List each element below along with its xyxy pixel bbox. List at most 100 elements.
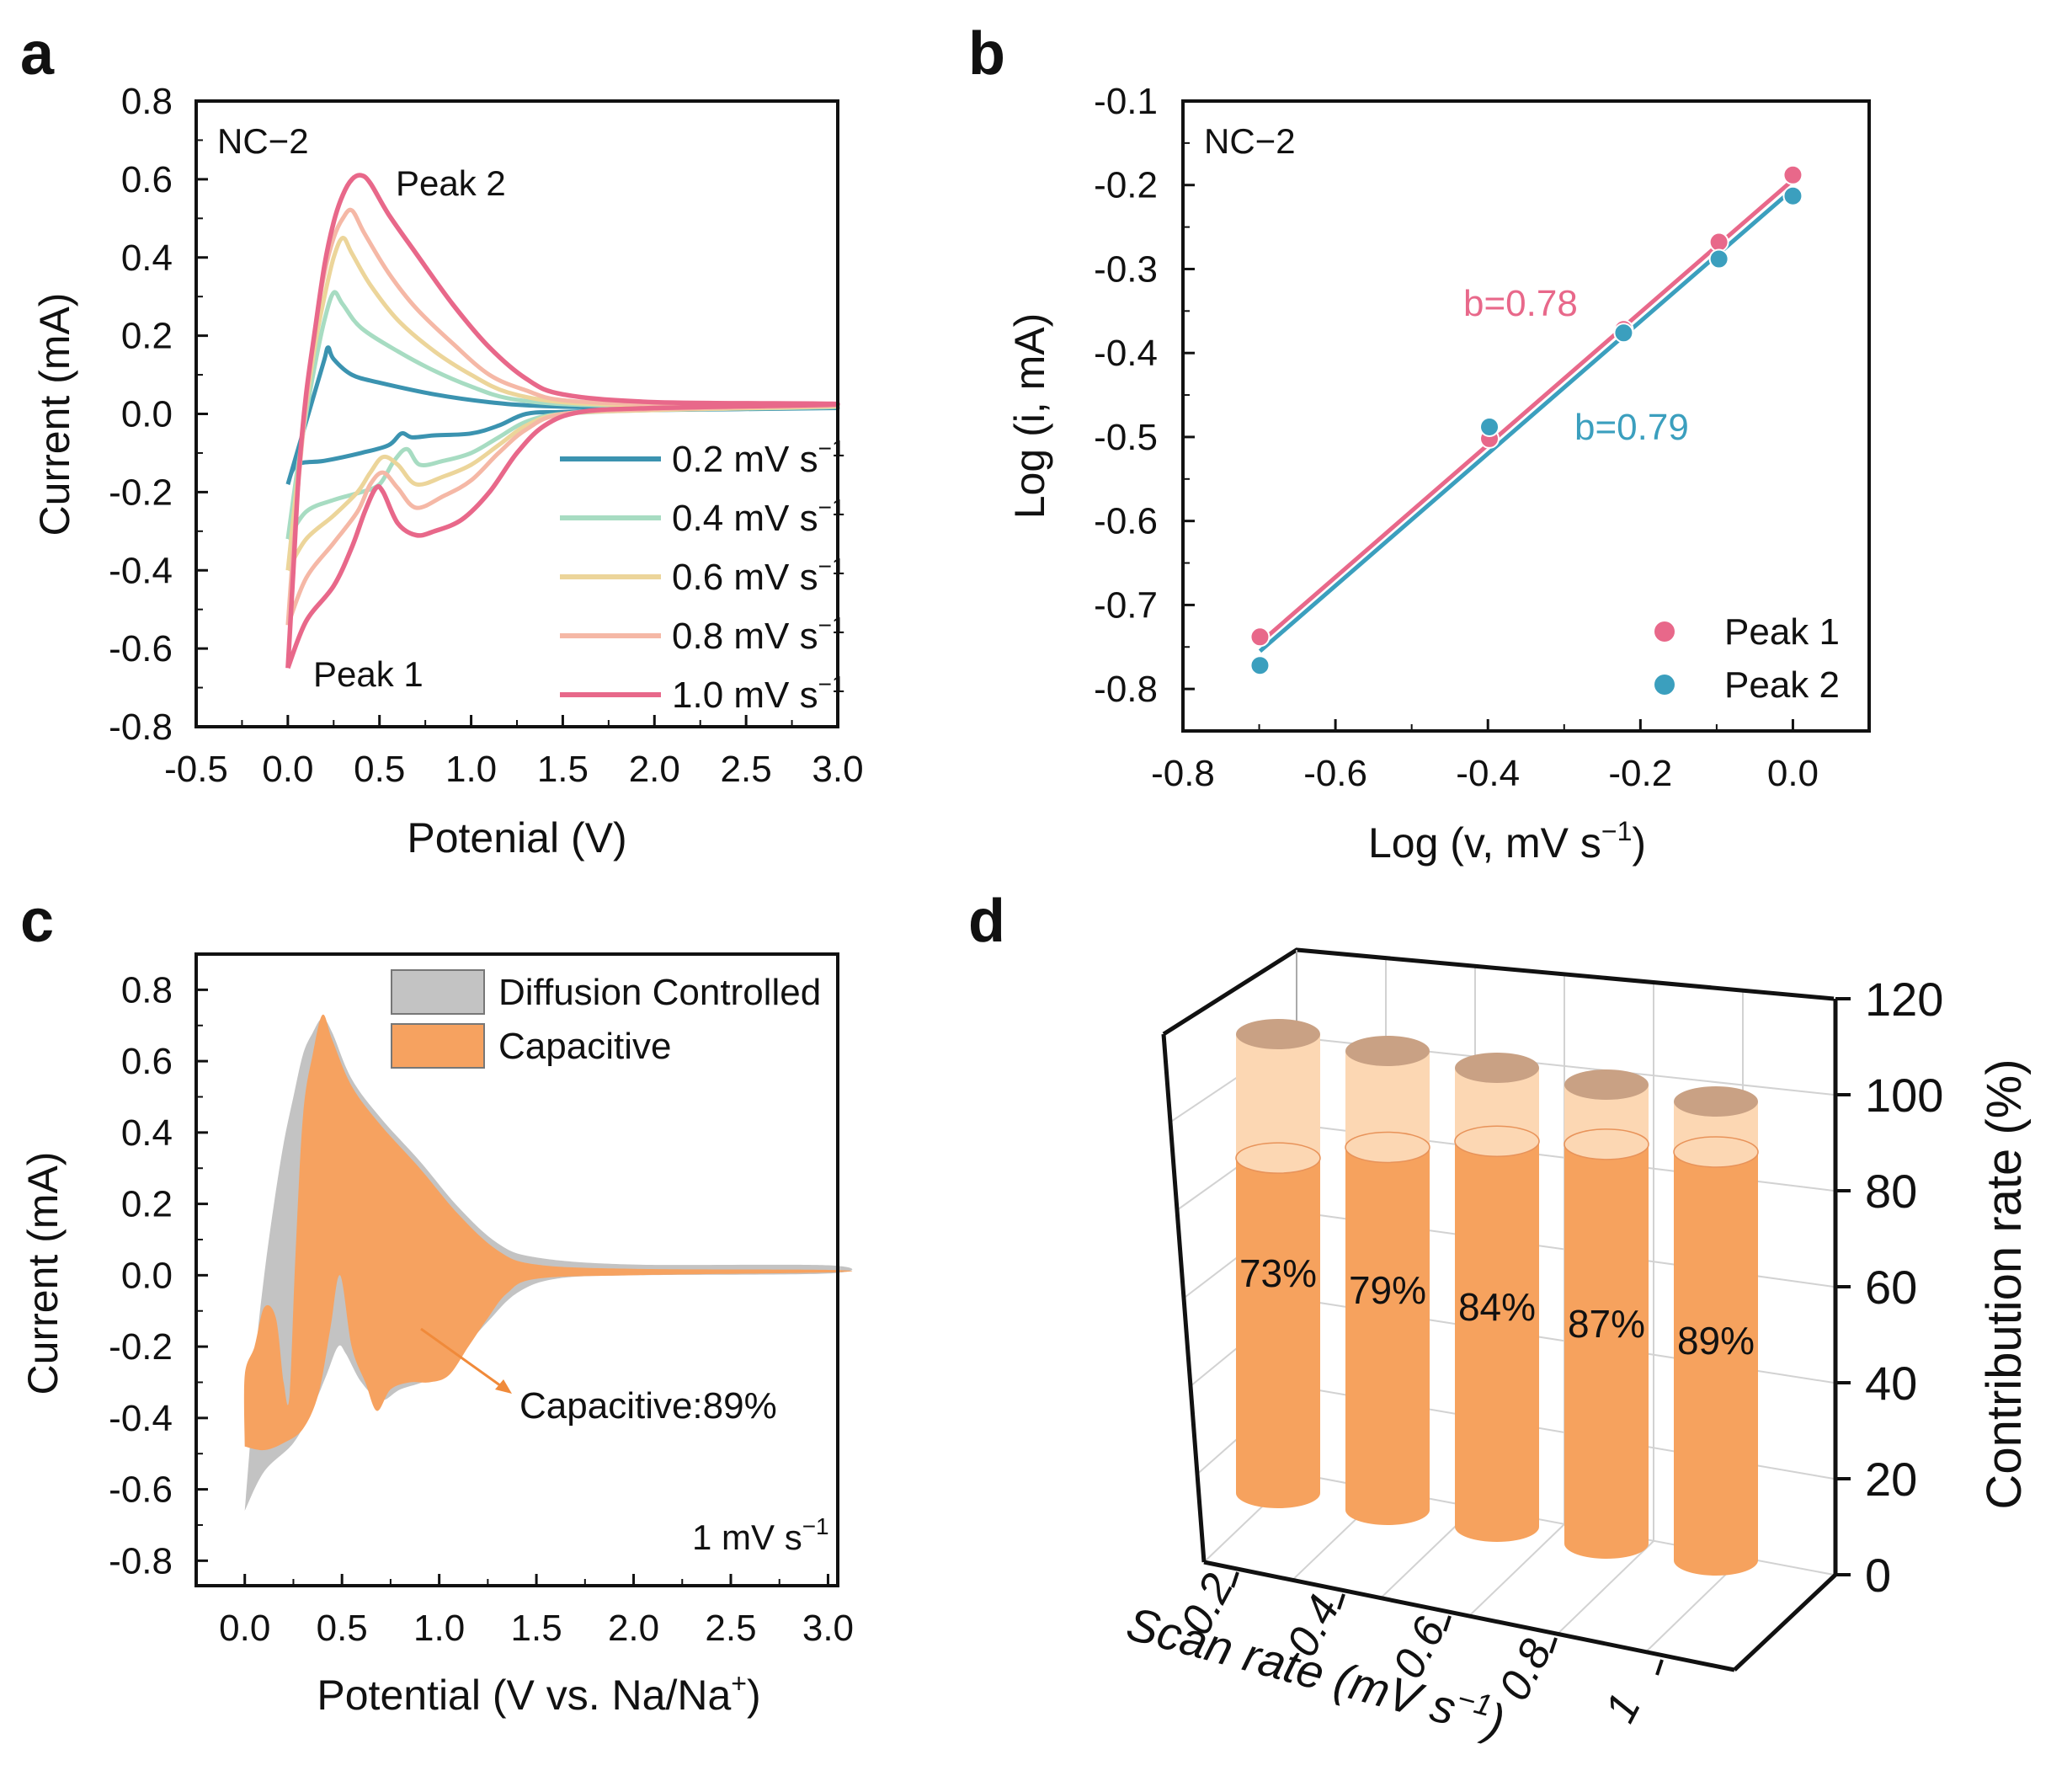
legend-label-diffusion: Diffusion Controlled [498,972,821,1013]
panel-b-ticks: -0.8 -0.6 -0.4 -0.2 0.0 -0.8 -0.7 -0.6 -0.5 -0.4 -… [1094,81,1870,794]
d-ytick-label: 0 [1865,1549,1891,1602]
cylinder-capacitive-0.2 [1236,1158,1320,1508]
d-xtick [1655,1659,1664,1676]
diffusion-area [244,1018,853,1511]
a-ytick-label: 0.4 [121,237,173,279]
panel-c-rate-main: 1 mV s [692,1517,802,1557]
d-ytick-label: 120 [1865,973,1943,1026]
panel-c-ylabel: Current (mA) [19,1152,67,1395]
legend-swatch-capacitive [391,1023,485,1069]
capacitive-area [243,1014,853,1451]
panel-d-right-bottom-edge [1733,1573,1837,1672]
panel-a-sample-label: NC−2 [217,121,309,161]
a-xtick-label: 0.0 [262,749,313,790]
fit-line-peak2 [1258,187,1795,653]
a-xtick-label: 3.0 [812,749,863,790]
panel-c-annotation-arrow [420,1327,504,1389]
panel-b-legend: Peak 1 Peak 2 [1654,611,1840,706]
legend-marker-peak1 [1654,621,1675,642]
value-label-0.8: 87% [1568,1302,1645,1346]
cylinder-boundary [1673,1136,1759,1168]
data-point-peak1 [1782,164,1803,185]
cv-curve-1-0 [285,173,840,669]
panel-a-ylabel: Current (mA) [31,293,78,536]
legend-marker-peak2 [1654,675,1675,695]
legend-label-0-8: 0.8 mV s−1 [672,612,845,657]
c-ytick-label: 0.4 [121,1112,173,1154]
panel-c-xlabel: Potential (V vs. Na/Na+) [317,1668,760,1719]
cylinder-boundary [1564,1128,1649,1160]
panel-c-annotation: Capacitive:89% [519,1385,777,1427]
c-xtick-label: 2.5 [705,1608,756,1649]
d-ytick-label: 80 [1865,1165,1917,1218]
panel-b-ylabel: Log (i, mA) [1006,313,1053,520]
panel-d-left-edge [1161,1033,1207,1563]
b-xtick-label: -0.8 [1151,753,1215,794]
a-ytick-label: -0.4 [109,550,173,591]
c-ytick-label: -0.4 [109,1398,173,1439]
a-ytick-label: -0.6 [109,628,173,669]
legend-label-1-0: 1.0 mV s−1 [672,671,845,716]
data-point-peak2 [1708,248,1729,269]
panel-c-legend: Diffusion Controlled Capacitive [391,969,821,1069]
a-xtick-label: 0.5 [354,749,405,790]
cylinder-diffusion-0.6 [1455,1068,1539,1157]
d-ytick-label: 60 [1865,1261,1917,1314]
panel-b-log-fit: -0.8 -0.6 -0.4 -0.2 0.0 -0.8 -0.7 -0.6 -0.5 -0.4 -… [1006,81,1871,867]
d-xtick [1549,1637,1558,1654]
b-ytick-label: -0.1 [1094,81,1158,122]
cylinder-top-1 [1674,1086,1758,1117]
b-ytick-label: -0.2 [1094,165,1158,206]
value-label-0.2: 73% [1239,1251,1317,1295]
a-ytick-label: -0.2 [109,472,173,513]
legend-label-0-2: 0.2 mV s−1 [672,435,845,480]
cylinder-capacitive-0.6 [1455,1141,1539,1542]
legend-label-peak1: Peak 1 [1724,611,1840,653]
panel-label-d: d [968,888,1005,955]
d-xtick [1337,1593,1345,1610]
a-xtick-label: 2.5 [721,749,772,790]
b-xtick-label: -0.4 [1456,753,1520,794]
cylinder-boundary [1235,1142,1321,1174]
panel-d-bottom-edge [1203,1560,1735,1672]
value-label-0.4: 79% [1349,1268,1426,1312]
panel-d-ylabel: Contribution rate (%) [1977,1059,2032,1509]
data-point-peak2 [1782,185,1803,206]
b-xtick-label: -0.6 [1303,753,1367,794]
c-ytick-label: 0.2 [121,1184,173,1225]
b-ytick-label: -0.3 [1094,248,1158,290]
cylinder-top-0.4 [1345,1036,1430,1066]
d-grid-floor [1468,1523,1565,1617]
b-ytick-label: -0.7 [1094,584,1158,626]
panel-c-rate-label: 1 mV s−1 [692,1513,829,1557]
c-xtick-label: 2.0 [608,1608,659,1649]
panel-a-legend: 0.2 mV s−1 0.4 mV s−1 0.6 mV s−1 0.8 mV s−1… [560,435,845,716]
panel-c-rate-exp: −1 [802,1513,829,1539]
c-ytick-label: 0.8 [121,969,173,1011]
panel-c-frame [194,952,839,1587]
d-grid-floor [1557,1540,1654,1635]
d-xtick-label: 1 [1596,1686,1650,1731]
a-ytick-label: 0.6 [121,159,173,200]
panel-a-ticks: -0.5 0.0 0.5 1.0 1.5 2.0 2.5 3.0 -0.8 -0.6 -0.4 -0.… [109,81,863,790]
panel-c-xlabel-main: Potential (V vs. Na/Na [317,1672,731,1719]
cylinder-diffusion-1 [1674,1101,1758,1167]
a-xtick-label: 1.5 [537,749,589,790]
b-ytick-label: -0.6 [1094,501,1158,542]
panel-a-annotation-peak1: Peak 1 [313,654,424,694]
cylinder-capacitive-1 [1674,1151,1758,1576]
panel-c-ticks: 0.0 0.5 1.0 1.5 2.0 2.5 3.0 -0.8 -0.6 -0.4 -0.2 0.0… [109,969,854,1649]
legend-label-capacitive: Capacitive [498,1026,671,1067]
panel-a-xlabel: Potenial (V) [407,814,626,861]
panel-d-cylinders: 73% 79% 84% 87% 89% [1235,1019,1759,1576]
panel-c-area-group [243,1014,853,1511]
d-ytick-label: 100 [1865,1069,1943,1122]
legend-exp: −1 [818,612,845,638]
value-label-1: 89% [1677,1319,1755,1363]
legend-label-0-6: 0.6 mV s−1 [672,553,845,598]
d-xtick [1443,1615,1452,1632]
fit-line-peak1 [1258,178,1795,645]
a-ytick-label: 0.0 [121,394,173,435]
a-xtick-label: 1.0 [445,749,497,790]
c-xtick-label: 0.0 [219,1608,270,1649]
